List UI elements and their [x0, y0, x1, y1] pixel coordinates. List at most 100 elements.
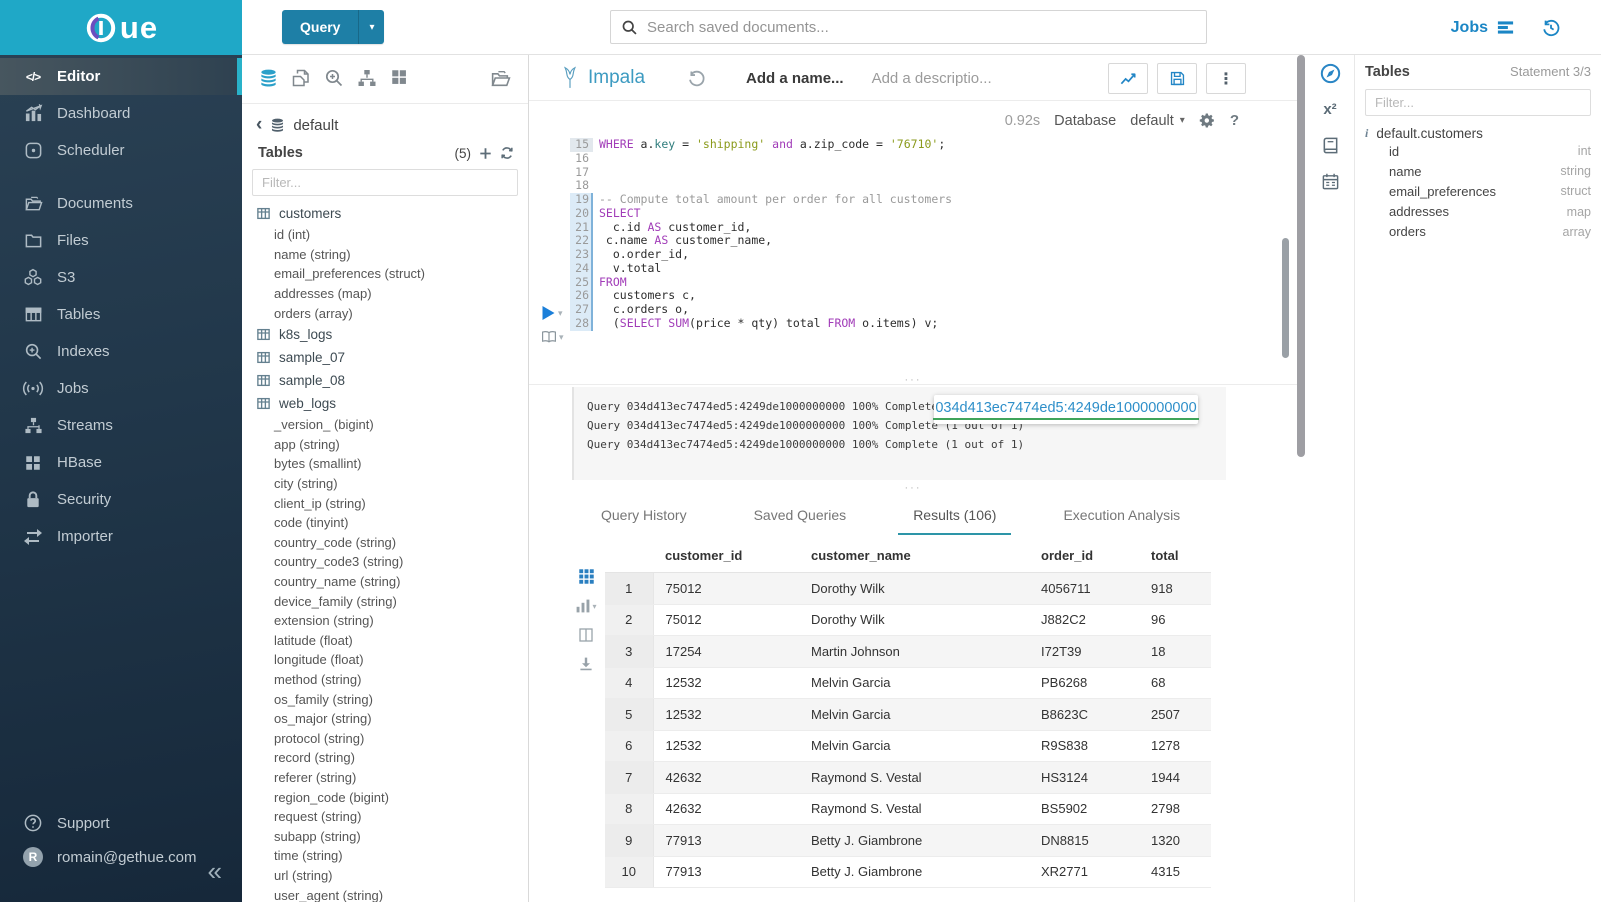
code-line[interactable]: 25FROM	[529, 276, 1297, 290]
explain-options-caret[interactable]: ▾	[559, 332, 564, 343]
folder-open-icon[interactable]	[490, 68, 512, 90]
sidebar-item-tables[interactable]: Tables	[0, 296, 242, 333]
chart-view-icon[interactable]: ▾	[575, 598, 596, 614]
tree-table-k8s-logs[interactable]: k8s_logs	[242, 323, 528, 346]
tree-column-region-code[interactable]: region_code (bigint)	[242, 787, 528, 807]
table-row[interactable]: 612532Melvin GarciaR9S8381278	[605, 730, 1211, 762]
right-column-email-preferences[interactable]: email_preferencesstruct	[1365, 181, 1591, 201]
tree-column-bytes[interactable]: bytes (smallint)	[242, 454, 528, 474]
sitemap-icon[interactable]	[357, 68, 379, 90]
chart-button[interactable]	[1108, 63, 1148, 94]
right-column-orders[interactable]: ordersarray	[1365, 222, 1591, 242]
chart-options-caret[interactable]: ▾	[592, 602, 596, 611]
code-line[interactable]: 18	[529, 179, 1297, 193]
code-line[interactable]: 15WHERE a.key = 'shipping' and a.zip_cod…	[529, 138, 1297, 152]
grid-view-icon[interactable]	[578, 568, 595, 585]
sidebar-item-documents[interactable]: Documents	[0, 185, 242, 222]
tree-column-os-major[interactable]: os_major (string)	[242, 709, 528, 729]
sidebar-item-hbase[interactable]: HBase	[0, 444, 242, 481]
zoom-plus-icon[interactable]	[324, 68, 346, 90]
editor-help-icon[interactable]: ?	[1230, 112, 1239, 129]
code-line[interactable]: 24 v.total	[529, 262, 1297, 276]
tree-column-orders[interactable]: orders (array)	[242, 303, 528, 323]
query-button-label[interactable]: Query	[282, 10, 358, 44]
tree-column-country-code3[interactable]: country_code3 (string)	[242, 552, 528, 572]
search-input[interactable]	[647, 19, 1196, 36]
table-row[interactable]: 275012Dorothy WilkJ882C296	[605, 604, 1211, 636]
databases-icon[interactable]	[258, 68, 280, 90]
tree-column-referer[interactable]: referer (string)	[242, 768, 528, 788]
tree-column-extension[interactable]: extension (string)	[242, 611, 528, 631]
code-line[interactable]: 23 o.order_id,	[529, 248, 1297, 262]
tree-column-id[interactable]: id (int)	[242, 225, 528, 245]
editor-history-icon[interactable]	[687, 69, 706, 88]
tree-column-request[interactable]: request (string)	[242, 807, 528, 827]
database-selector[interactable]: default ▾	[1130, 113, 1185, 129]
assist-navigator-icon[interactable]	[1306, 55, 1354, 91]
query-history-icon[interactable]	[1541, 18, 1561, 38]
tab-results-106-[interactable]: Results (106)	[898, 503, 1011, 535]
tree-column-code[interactable]: code (tinyint)	[242, 513, 528, 533]
code-line[interactable]: 26 customers c,	[529, 289, 1297, 303]
schedule-icon[interactable]	[1306, 163, 1354, 199]
tree-table-web-logs[interactable]: web_logs	[242, 392, 528, 415]
active-table-name[interactable]: default.customers	[1376, 126, 1483, 141]
table-row[interactable]: 317254Martin JohnsonI72T3918	[605, 636, 1211, 668]
add-table-icon[interactable]	[479, 147, 492, 160]
tree-table-customers[interactable]: customers	[242, 202, 528, 225]
save-button[interactable]	[1157, 63, 1197, 94]
table-row[interactable]: 977913Betty J. GiambroneDN88151320	[605, 825, 1211, 857]
sidebar-item-editor[interactable]: </>Editor	[0, 58, 242, 95]
back-icon[interactable]: ‹	[256, 115, 262, 134]
tree-column-protocol[interactable]: protocol (string)	[242, 728, 528, 748]
right-column-addresses[interactable]: addressesmap	[1365, 202, 1591, 222]
table-row[interactable]: 1077913Betty J. GiambroneXR27714315	[605, 856, 1211, 888]
sidebar-item-s3[interactable]: S3	[0, 259, 242, 296]
sidebar-item-support[interactable]: Support	[0, 806, 242, 840]
columns-view-icon[interactable]	[578, 627, 594, 643]
tree-column-record[interactable]: record (string)	[242, 748, 528, 768]
settings-gear-icon[interactable]	[1199, 112, 1216, 129]
tree-column-email-preferences[interactable]: email_preferences (struct)	[242, 264, 528, 284]
documents-copy-icon[interactable]	[291, 68, 313, 90]
right-filter[interactable]	[1365, 89, 1591, 116]
sql-code-editor[interactable]: 15WHERE a.key = 'shipping' and a.zip_cod…	[529, 138, 1297, 331]
sidebar-item-dashboard[interactable]: Dashboard	[0, 95, 242, 132]
tree-column-device-family[interactable]: device_family (string)	[242, 591, 528, 611]
sidebar-item-jobs[interactable]: Jobs	[0, 370, 242, 407]
table-row[interactable]: 412532Melvin GarciaPB626868	[605, 667, 1211, 699]
sidebar-item-romain-gethue-com[interactable]: Rromain@gethue.com	[0, 840, 242, 874]
query-button-caret[interactable]: ▾	[358, 10, 384, 44]
code-line[interactable]: 27 c.orders o,	[529, 303, 1297, 317]
code-line[interactable]: 21 c.id AS customer_id,	[529, 221, 1297, 235]
tree-column-client-ip[interactable]: client_ip (string)	[242, 493, 528, 513]
sidebar-item-streams[interactable]: Streams	[0, 407, 242, 444]
tree-column-addresses[interactable]: addresses (map)	[242, 284, 528, 304]
tree-column-method[interactable]: method (string)	[242, 670, 528, 690]
tree-column-city[interactable]: city (string)	[242, 474, 528, 494]
execute-options-caret[interactable]: ▾	[558, 308, 563, 319]
query-id-popover[interactable]: 034d413ec7474ed5:4249de1000000000	[934, 395, 1198, 424]
tree-column-time[interactable]: time (string)	[242, 846, 528, 866]
results-header-customer-id[interactable]: customer_id	[653, 541, 799, 573]
tree-column-subapp[interactable]: subapp (string)	[242, 826, 528, 846]
results-header-customer-name[interactable]: customer_name	[799, 541, 1029, 573]
tree-column-country-name[interactable]: country_name (string)	[242, 572, 528, 592]
code-line[interactable]: 16	[529, 152, 1297, 166]
tab-saved-queries[interactable]: Saved Queries	[739, 503, 862, 533]
tree-column--version-[interactable]: _version_ (bigint)	[242, 415, 528, 435]
assist-filter[interactable]	[252, 169, 518, 196]
tree-column-url[interactable]: url (string)	[242, 866, 528, 886]
new-query-button[interactable]: Query ▾	[282, 10, 384, 44]
explain-query-button[interactable]: ▾	[541, 330, 571, 344]
jobs-link[interactable]: Jobs	[1451, 18, 1515, 37]
table-row[interactable]: 175012Dorothy Wilk4056711918	[605, 573, 1211, 605]
execute-query-button[interactable]: ▾	[541, 305, 571, 321]
global-search[interactable]	[610, 10, 1207, 44]
code-line[interactable]: 17	[529, 166, 1297, 180]
apps-icon[interactable]	[390, 68, 412, 90]
tree-column-longitude[interactable]: longitude (float)	[242, 650, 528, 670]
right-column-id[interactable]: idint	[1365, 141, 1591, 161]
code-line[interactable]: 22 c.name AS customer_name,	[529, 234, 1297, 248]
right-column-name[interactable]: namestring	[1365, 161, 1591, 181]
